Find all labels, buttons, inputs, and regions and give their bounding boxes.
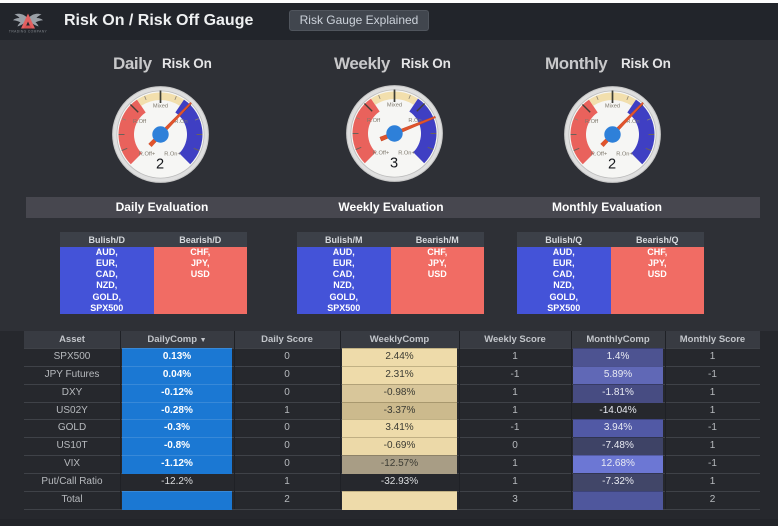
svg-text:Mixed: Mixed [387, 102, 402, 108]
svg-text:R.Off+: R.Off+ [373, 150, 390, 156]
svg-text:R.Off: R.Off [367, 118, 381, 124]
svg-text:TRADING COMPANY: TRADING COMPANY [9, 30, 48, 34]
svg-text:R.On: R.On [408, 118, 421, 124]
svg-text:2: 2 [607, 156, 615, 172]
svg-text:R.Off: R.Off [584, 118, 598, 124]
svg-text:Mixed: Mixed [152, 103, 167, 109]
svg-text:Mixed: Mixed [604, 103, 619, 109]
svg-text:R.On+: R.On+ [164, 151, 181, 157]
svg-text:2: 2 [155, 156, 163, 172]
svg-text:3: 3 [390, 156, 398, 172]
svg-text:R.On: R.On [174, 118, 187, 124]
svg-text:R.Off: R.Off [132, 118, 146, 124]
svg-text:R.Off+: R.Off+ [590, 151, 607, 157]
svg-text:R.On: R.On [626, 118, 639, 124]
svg-text:R.On+: R.On+ [398, 150, 415, 156]
svg-text:R.Off+: R.Off+ [138, 151, 155, 157]
svg-text:R.On+: R.On+ [616, 151, 633, 157]
